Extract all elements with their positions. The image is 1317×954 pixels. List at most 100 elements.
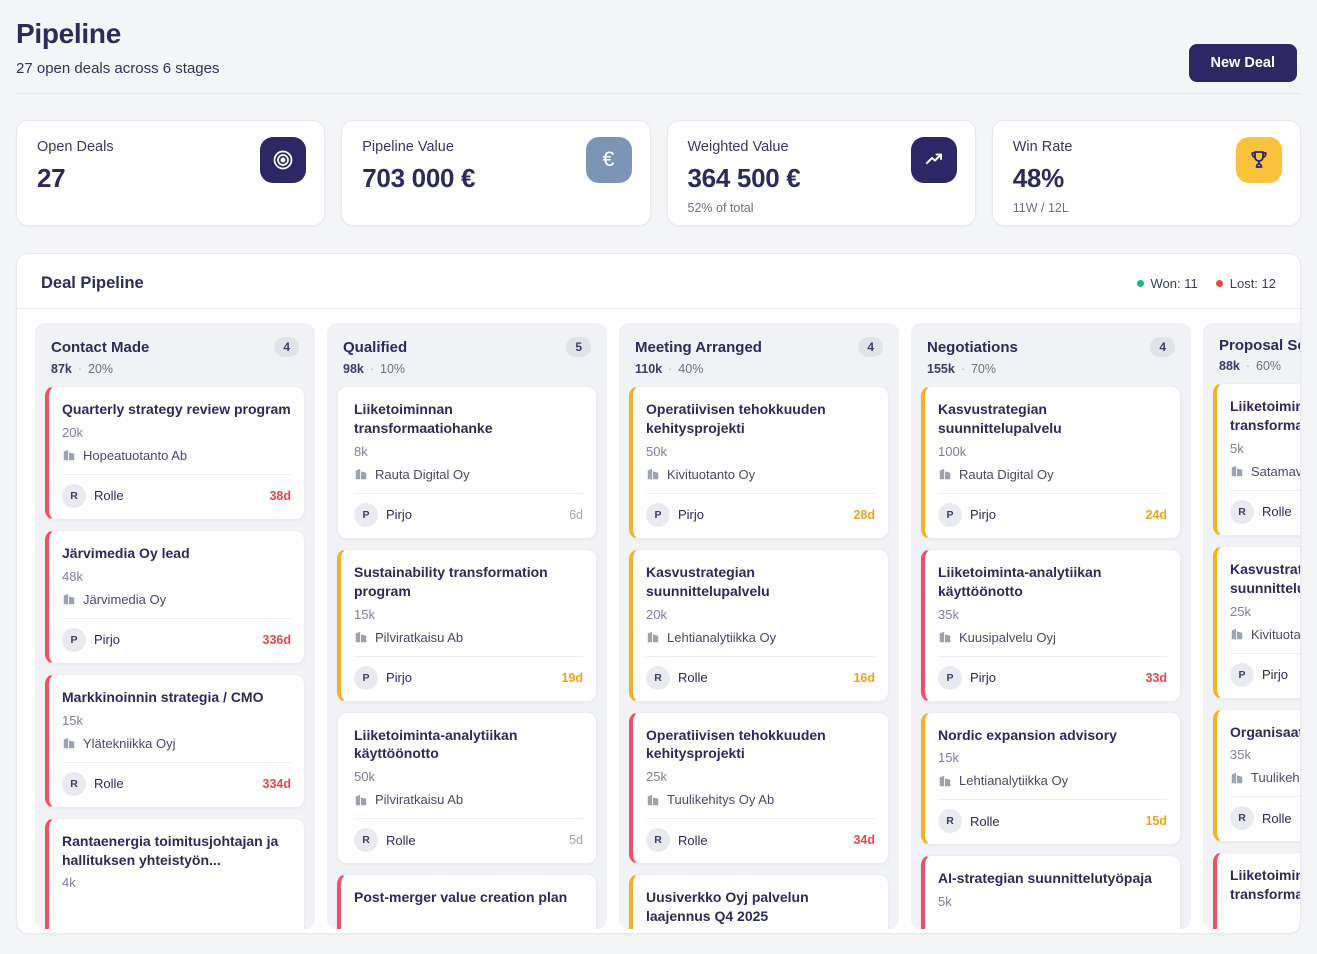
stage-header: Proposal Sent — [1213, 335, 1300, 354]
owner-avatar: P — [354, 665, 378, 690]
stage-summary: 98k · 10% — [337, 357, 597, 386]
deal-amount: 15k — [354, 606, 375, 622]
deal-company: Rauta Digital Oy — [959, 466, 1054, 482]
stage-card-list: Liiketoiminnan transformaatiohanke 8k Ra… — [337, 386, 597, 929]
stage-win-probability: 40% — [678, 362, 704, 376]
stage-card-list: Liiketoiminnan transformaatiohanke 5k Sa… — [1213, 383, 1300, 929]
deal-amount: 5k — [938, 894, 952, 910]
stage-header: Negotiations 4 — [921, 335, 1181, 357]
deal-card[interactable]: Järvimedia Oy lead 48k Järvimedia Oy P P… — [45, 529, 305, 664]
deal-card[interactable]: Organisaation muutosohjelma 35k Tuulikeh… — [1213, 708, 1300, 843]
deal-card[interactable]: Liiketoiminta-analytiikan käyttöönotto 5… — [337, 711, 597, 865]
lost-label: Lost: 12 — [1229, 276, 1276, 291]
deal-card[interactable]: Quarterly strategy review program 20k Ho… — [45, 386, 305, 520]
deal-owner: Rolle — [678, 670, 708, 686]
stage-header: Meeting Arranged 4 — [629, 335, 889, 357]
card-divider — [646, 818, 875, 820]
card-footer: R Rolle 334d — [62, 763, 291, 798]
deal-owner: Pirjo — [970, 670, 997, 686]
deal-card[interactable]: Post-merger value creation plan — [337, 874, 597, 929]
deal-age: 28d — [853, 507, 875, 522]
building-icon — [62, 592, 76, 606]
deal-card[interactable]: Liiketoiminnan transformaatiohanke 8k Ra… — [337, 386, 597, 539]
stage-name: Negotiations — [927, 338, 1018, 356]
pipeline-page: Pipeline 27 open deals across 6 stages N… — [16, 18, 1301, 934]
deal-amount: 35k — [1230, 747, 1251, 763]
deal-age: 34d — [853, 833, 875, 848]
deal-company-row: Rauta Digital Oy — [938, 467, 1167, 482]
deal-amount: 8k — [354, 443, 368, 459]
stage-total-value: 155k — [927, 362, 955, 376]
deal-company-row: Satamaverkko Oy — [1230, 464, 1300, 479]
won-legend-item: Won: 11 — [1136, 276, 1198, 291]
won-label: Won: 11 — [1150, 276, 1198, 291]
deal-company: Lehtianalytiikka Oy — [959, 773, 1069, 789]
deal-amount: 20k — [62, 424, 83, 440]
separator-dot: · — [668, 362, 673, 376]
deal-card[interactable]: Markkinoinnin strategia / CMO 15k Ylätek… — [45, 673, 305, 808]
deal-title: Operatiivisen tehokkuuden kehitysprojekt… — [646, 726, 826, 762]
deal-card[interactable]: Operatiivisen tehokkuuden kehitysprojekt… — [629, 711, 889, 865]
building-icon — [62, 448, 76, 462]
deal-card[interactable]: Nordic expansion advisory 15k Lehtianaly… — [921, 711, 1181, 846]
deal-card[interactable]: AI-strategian suunnittelutyöpaja 5k — [921, 855, 1181, 929]
deal-card[interactable]: Uusiverkko Oyj palvelun laajennus Q4 202… — [629, 874, 889, 929]
page-title: Pipeline — [16, 18, 121, 49]
deal-age: 334d — [262, 776, 292, 791]
card-footer: R Rolle 38d — [62, 475, 291, 510]
deal-card[interactable]: Liiketoiminta-analytiikan käyttöönotto 3… — [921, 548, 1181, 702]
deal-age: 5d — [569, 833, 583, 848]
deal-card[interactable]: Kasvustrategian suunnittelupalvelu 100k … — [921, 386, 1181, 539]
deal-company: Kivituotanto Oy — [1251, 626, 1300, 642]
stat-value: 48% — [1012, 163, 1064, 193]
deal-owner: Rolle — [1262, 504, 1292, 520]
deal-owner: Pirjo — [1262, 667, 1289, 683]
stage-summary: 110k · 40% — [629, 357, 889, 386]
deal-card[interactable]: Liiketoiminnan transformaatiohanke — [1213, 852, 1300, 929]
card-divider — [938, 799, 1167, 801]
deal-card[interactable]: Sustainability transformation program 15… — [337, 548, 597, 702]
deal-card[interactable]: Rantaenergia toimitusjohtajan ja hallitu… — [45, 817, 305, 929]
stage-summary: 88k · 60% — [1213, 354, 1300, 383]
deal-owner: Rolle — [970, 813, 1000, 829]
deal-card[interactable]: Kasvustrategian suunnittelupalvelu 20k L… — [629, 548, 889, 702]
building-icon — [938, 467, 952, 481]
card-divider — [938, 655, 1167, 657]
building-icon — [938, 774, 952, 788]
deal-owner: Pirjo — [386, 670, 413, 686]
stat-card-open-deals: Open Deals 27 — [16, 120, 326, 226]
stage-win-probability: 10% — [380, 362, 406, 376]
card-divider — [354, 818, 583, 820]
card-divider — [646, 492, 875, 494]
page-subtitle: 27 open deals across 6 stages — [16, 60, 220, 77]
kanban-board[interactable]: Contact Made 4 87k · 20% Quarterly strat… — [17, 309, 1300, 929]
deal-company: Pilviratkaisu Ab — [375, 792, 464, 808]
owner-avatar: P — [1230, 662, 1254, 687]
owner-avatar: R — [646, 828, 670, 853]
deal-company: Rauta Digital Oy — [375, 466, 470, 482]
deal-amount: 25k — [1230, 603, 1251, 619]
won-dot-icon — [1136, 280, 1144, 287]
deal-amount: 15k — [62, 712, 83, 728]
card-footer: P Pirjo 33d — [938, 657, 1167, 692]
deal-age: 336d — [262, 632, 292, 647]
owner-avatar: P — [646, 502, 670, 527]
new-deal-button[interactable]: New Deal — [1188, 44, 1297, 82]
stage-win-probability: 60% — [1256, 359, 1282, 373]
deal-company: Tuulikehitys Oy Ab — [667, 792, 775, 808]
owner-avatar: R — [938, 809, 962, 834]
card-divider — [62, 761, 291, 763]
building-icon — [1230, 464, 1244, 478]
stage-card-list: Quarterly strategy review program 20k Ho… — [45, 386, 305, 929]
deal-title: Järvimedia Oy lead — [62, 544, 190, 561]
stat-subtext: 11W / 12L — [1012, 201, 1069, 215]
card-footer: R Rolle 15d — [938, 800, 1167, 835]
stage-count-badge: 4 — [1150, 337, 1175, 357]
pipeline-stage-column: Meeting Arranged 4 110k · 40% Operatiivi… — [619, 323, 899, 929]
deal-card[interactable]: Operatiivisen tehokkuuden kehitysprojekt… — [629, 386, 889, 539]
building-icon — [646, 630, 660, 644]
deal-title: Liiketoiminta-analytiikan käyttöönotto — [938, 563, 1102, 599]
deal-card[interactable]: Kasvustrategian suunnittelupalvelu 25k K… — [1213, 545, 1300, 699]
deal-owner: Pirjo — [678, 507, 705, 523]
deal-card[interactable]: Liiketoiminnan transformaatiohanke 5k Sa… — [1213, 383, 1300, 536]
